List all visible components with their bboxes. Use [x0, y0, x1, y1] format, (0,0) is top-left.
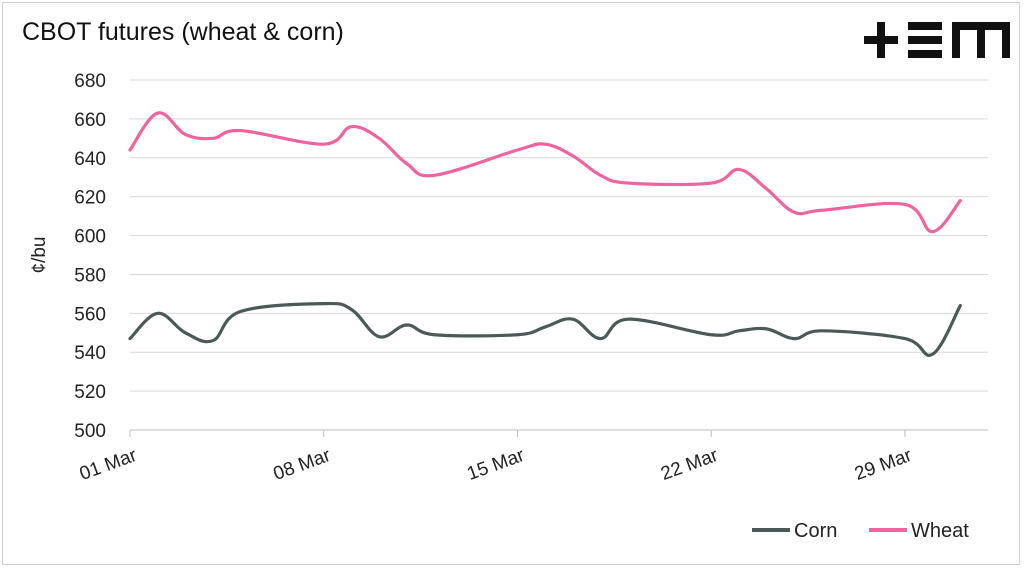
y-tick-label: 540 [74, 343, 106, 364]
y-tick-label: 600 [74, 227, 106, 248]
y-tick-label: 660 [74, 110, 106, 131]
x-tick-label: 08 Mar [271, 445, 334, 485]
grid-lines [130, 79, 988, 431]
series-line-corn [128, 301, 962, 357]
x-tick-label: 29 Mar [852, 445, 915, 485]
y-tick-label: 520 [74, 382, 106, 403]
x-tick-label: 15 Mar [464, 445, 527, 485]
legend-label-wheat: Wheat [911, 520, 969, 542]
chart-title: CBOT futures (wheat & corn) [22, 18, 344, 46]
legend: Corn Wheat [752, 520, 969, 542]
x-axis: 01 Mar 08 Mar 15 Mar 22 Mar 29 Mar [77, 430, 915, 485]
series-lines [128, 111, 962, 357]
y-tick-label: 620 [74, 188, 106, 209]
y-axis-label: ¢/bu [29, 237, 50, 274]
y-tick-label: 680 [74, 71, 106, 92]
tem-logo-icon [864, 22, 1010, 58]
y-tick-label: 580 [74, 265, 106, 286]
series-line-wheat [128, 111, 962, 234]
y-tick-label: 500 [74, 421, 106, 442]
y-tick-label: 560 [74, 304, 106, 325]
legend-label-corn: Corn [794, 520, 837, 542]
y-tick-label: 640 [74, 149, 106, 170]
x-tick-label: 22 Mar [658, 445, 721, 485]
y-axis-ticks: 500 520 540 560 580 600 620 640 660 680 [74, 71, 106, 442]
x-tick-label: 01 Mar [77, 445, 140, 485]
